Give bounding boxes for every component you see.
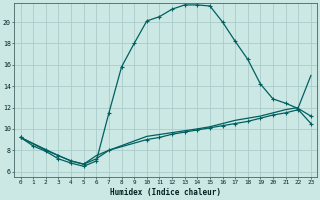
X-axis label: Humidex (Indice chaleur): Humidex (Indice chaleur) xyxy=(110,188,221,197)
